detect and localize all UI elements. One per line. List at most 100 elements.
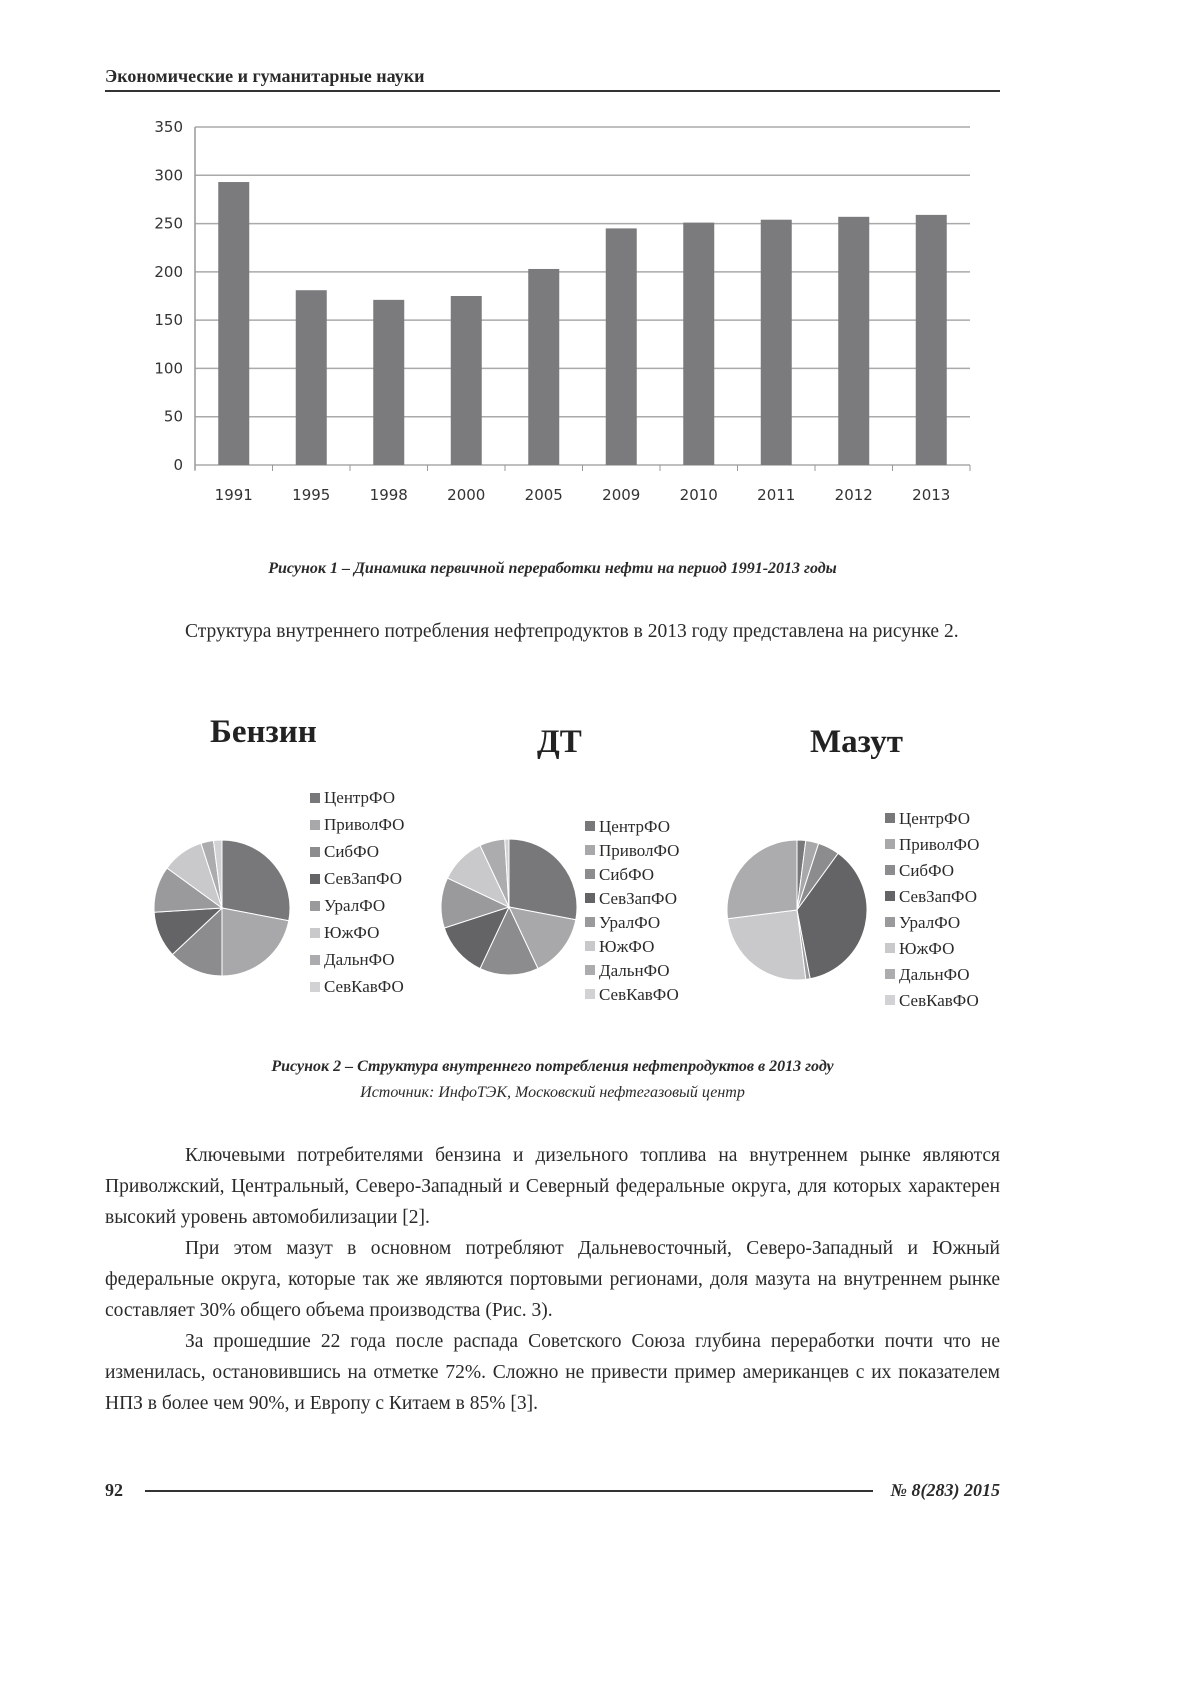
y-tick-label: 150 xyxy=(154,311,183,329)
legend-swatch xyxy=(885,917,895,927)
paragraph: За прошедшие 22 года после распада Совет… xyxy=(105,1331,1000,1414)
x-tick-label: 2000 xyxy=(447,486,485,504)
paragraph: При этом мазут в основном потребляют Дал… xyxy=(105,1238,1000,1321)
legend-label: ЮжФО xyxy=(324,923,380,942)
pie-slice xyxy=(221,839,291,922)
bar xyxy=(450,296,482,465)
legend-item: ДальнФО xyxy=(310,946,404,973)
x-tick-label: 2013 xyxy=(912,486,950,504)
legend-swatch xyxy=(585,917,595,927)
bar xyxy=(915,214,947,465)
legend-item: ПриволФО xyxy=(585,838,679,862)
running-header: Экономические и гуманитарные науки xyxy=(105,66,425,86)
bar xyxy=(218,182,250,465)
pie-title-mazut: Мазут xyxy=(810,724,903,760)
bar xyxy=(295,290,327,465)
legend-item: СевЗапФО xyxy=(885,883,979,909)
legend-item: ЮжФО xyxy=(310,919,404,946)
pie-slice xyxy=(504,838,510,908)
legend-dt: ЦентрФО ПриволФО СибФО СевЗапФО УралФО ЮжФО Да… xyxy=(585,814,679,1006)
legend-mazut: ЦентрФО ПриволФО СибФО СевЗапФО УралФО ЮжФО Да… xyxy=(885,805,979,1013)
pie-slice xyxy=(221,907,290,977)
legend-swatch xyxy=(310,819,320,830)
bar-chart: 0 50 100 150 200 250 300 350 1991 1995 1998 2000 200… xyxy=(154,118,971,504)
legend-item: СевЗапФО xyxy=(310,865,404,892)
legend-item: СевКавФО xyxy=(310,973,404,1000)
legend-item: ПриволФО xyxy=(310,811,404,838)
legend-label: ПриволФО xyxy=(324,815,405,834)
header-rule xyxy=(105,90,1000,92)
figure2-source: Источник: ИнфоТЭК, Московский нефтегазов… xyxy=(360,1084,745,1101)
pie-slice xyxy=(726,909,807,981)
legend-swatch xyxy=(885,995,895,1005)
paragraph: Структура внутреннего потребления нефтеп… xyxy=(185,621,959,642)
y-tick-label: 250 xyxy=(154,215,183,233)
legend-label: СибФО xyxy=(599,864,655,884)
legend-item: СевКавФО xyxy=(885,987,979,1013)
legend-item: ПриволФО xyxy=(885,831,979,857)
legend-swatch xyxy=(585,893,595,903)
legend-label: СевКавФО xyxy=(324,977,404,996)
legend-item: ЮжФО xyxy=(885,935,979,961)
y-tick-label: 200 xyxy=(154,263,183,281)
legend-label: СевКавФО xyxy=(599,984,679,1004)
paragraph: Ключевыми потребителями бензина и дизель… xyxy=(105,1145,1000,1228)
legend-label: СевКавФО xyxy=(899,990,979,1010)
bar xyxy=(605,228,637,465)
legend-label: ДальнФО xyxy=(599,960,670,980)
legend-swatch xyxy=(885,865,895,875)
legend-item: ЦентрФО xyxy=(310,784,404,811)
legend-swatch xyxy=(885,891,895,901)
x-tick-label: 2010 xyxy=(680,486,718,504)
legend-item: ЦентрФО xyxy=(885,805,979,831)
legend-label: ПриволФО xyxy=(599,840,680,860)
legend-swatch xyxy=(310,927,320,938)
legend-swatch xyxy=(310,792,320,803)
legend-swatch xyxy=(310,873,320,884)
legend-label: СибФО xyxy=(899,860,955,880)
legend-item: УралФО xyxy=(310,892,404,919)
legend-label: СевЗапФО xyxy=(899,886,977,906)
legend-item: ЦентрФО xyxy=(585,814,679,838)
y-tick-label: 100 xyxy=(154,359,183,377)
pie-slice xyxy=(726,839,798,920)
y-tick-label: 350 xyxy=(154,118,183,136)
legend-label: ДальнФО xyxy=(324,950,395,969)
pie-slice xyxy=(508,906,577,970)
legend-item: ДальнФО xyxy=(885,961,979,987)
legend-item: СибФО xyxy=(310,838,404,865)
pie-slice xyxy=(796,852,868,980)
legend-swatch xyxy=(310,981,320,992)
x-tick-label: 1998 xyxy=(370,486,408,504)
legend-swatch xyxy=(585,869,595,879)
y-tick-label: 50 xyxy=(164,408,183,426)
legend-label: УралФО xyxy=(599,912,661,932)
bar xyxy=(373,299,405,465)
bar xyxy=(528,268,560,465)
legend-label: СибФО xyxy=(324,842,380,861)
legend-swatch xyxy=(885,943,895,953)
legend-swatch xyxy=(885,969,895,979)
pie-slice xyxy=(212,839,223,909)
bar xyxy=(760,219,792,465)
x-tick-label: 1995 xyxy=(292,486,330,504)
issue-number: № 8(283) 2015 xyxy=(890,1480,1000,1500)
x-tick-label: 2009 xyxy=(602,486,640,504)
page-number: 92 xyxy=(105,1480,123,1500)
x-tick-label: 2012 xyxy=(835,486,873,504)
figure2-caption: Рисунок 2 – Структура внутреннего потреб… xyxy=(271,1058,834,1075)
legend-item: ДальнФО xyxy=(585,958,679,982)
pie-charts xyxy=(153,838,868,981)
pie-slice xyxy=(171,906,223,977)
legend-label: ЮжФО xyxy=(899,938,955,958)
legend-item: СевКавФО xyxy=(585,982,679,1006)
body-text: Ключевыми потребителями бензина и дизель… xyxy=(105,1140,1000,1419)
pie-slice xyxy=(443,906,510,970)
legend-label: СевЗапФО xyxy=(324,869,402,888)
legend-item: СевЗапФО xyxy=(585,886,679,910)
figure1-caption: Рисунок 1 – Динамика первичной переработ… xyxy=(268,560,837,577)
legend-item: УралФО xyxy=(885,909,979,935)
legend-swatch xyxy=(310,954,320,965)
legend-label: УралФО xyxy=(899,912,961,932)
